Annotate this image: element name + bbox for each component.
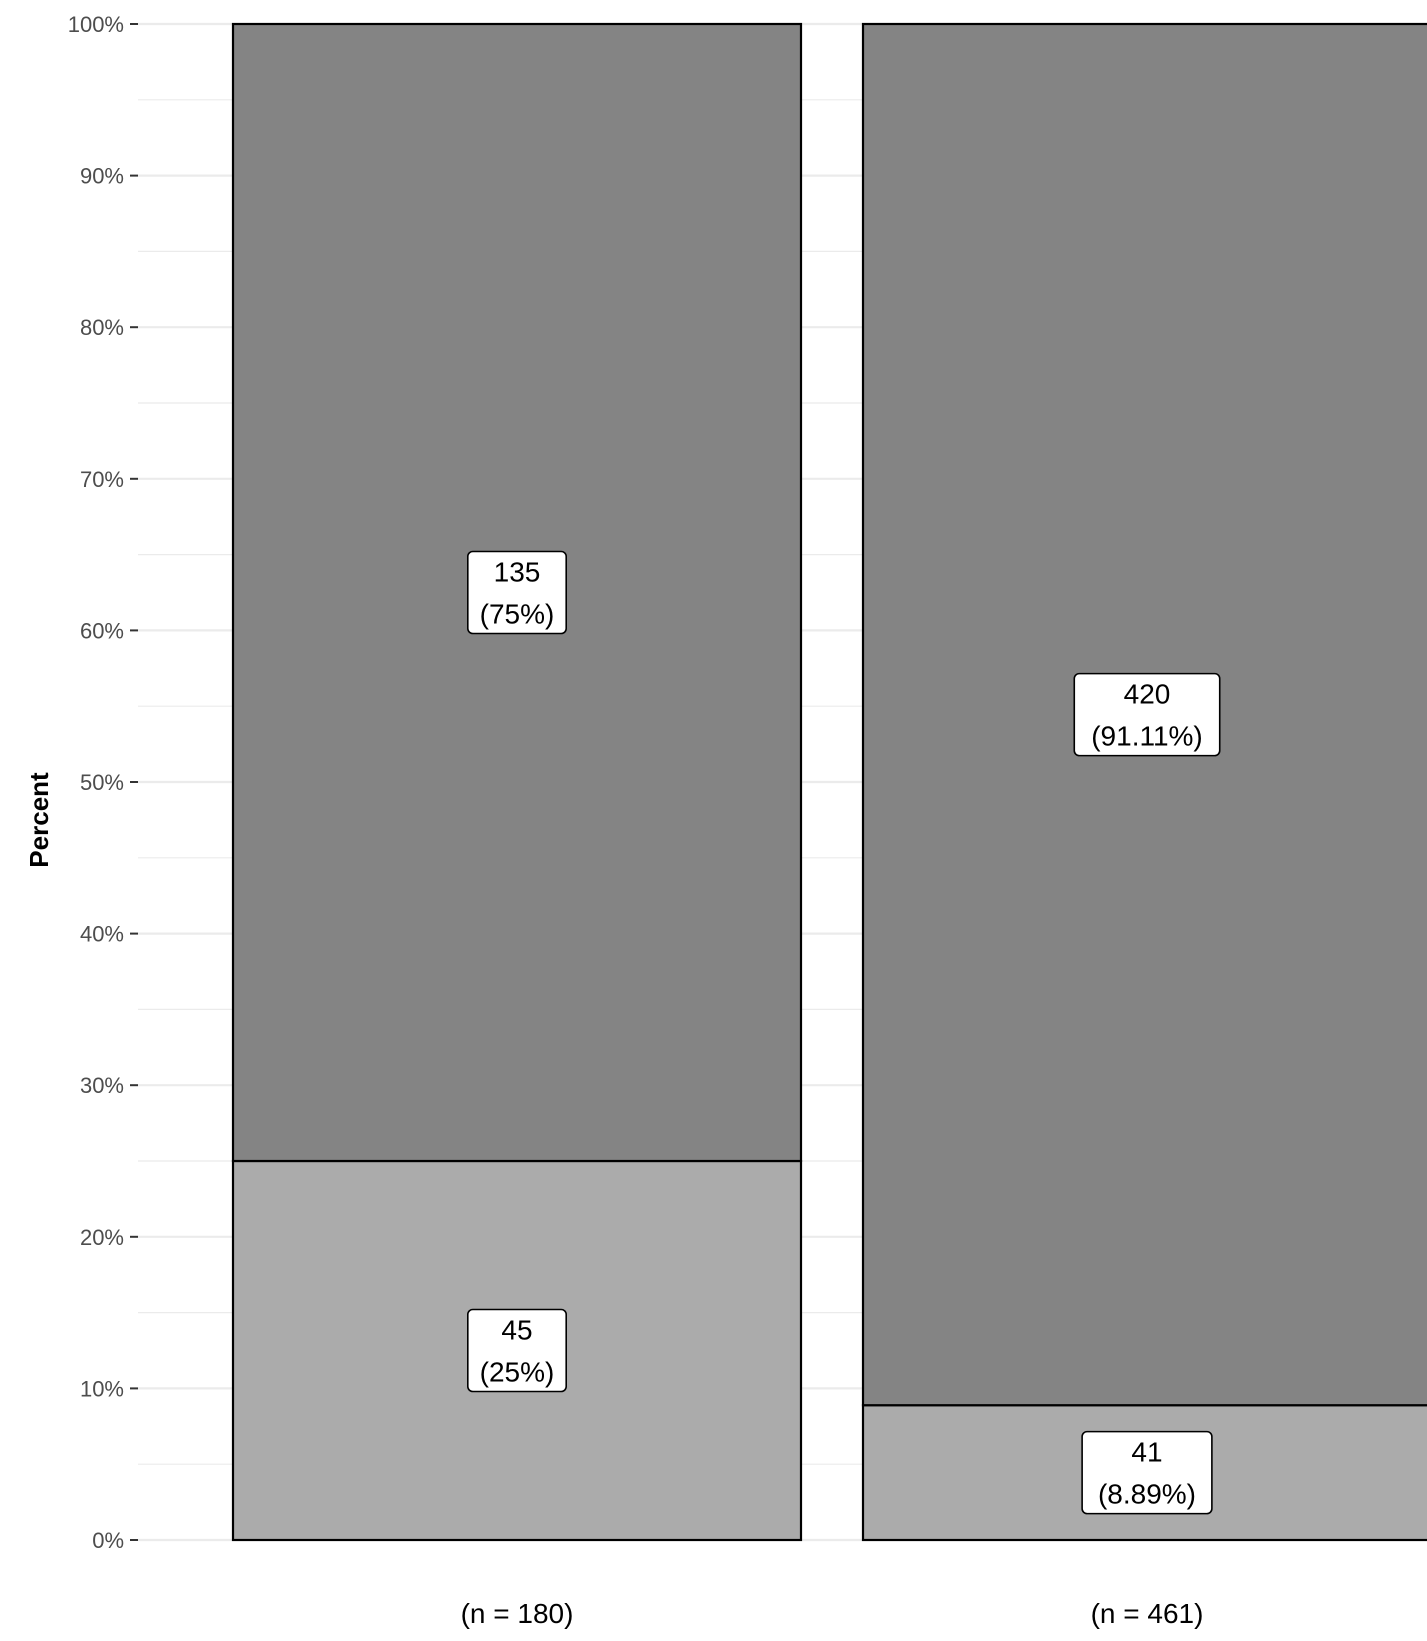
data-label: 420 (91.11%)	[1073, 672, 1221, 757]
y-axis: 0% 10% 20% 30% 40% 50% 60% 70% 80% 90% 100%	[68, 12, 138, 1553]
x-category-label: (n = 180)	[461, 1598, 574, 1629]
data-label-box	[466, 550, 567, 635]
y-tick-label: 50%	[80, 770, 124, 795]
data-label-count: 45	[501, 1315, 532, 1346]
y-tick-label: 10%	[80, 1376, 124, 1401]
y-axis-title: Percent	[24, 772, 54, 868]
y-tick-label: 80%	[80, 315, 124, 340]
y-tick-label: 100%	[68, 12, 124, 37]
x-axis: (n = 180) (n = 461)	[461, 1598, 1204, 1629]
y-tick-label: 40%	[80, 922, 124, 947]
data-label-count: 41	[1131, 1437, 1162, 1468]
y-tick-label: 20%	[80, 1225, 124, 1250]
y-tick-label: 60%	[80, 618, 124, 643]
data-labels: 45 (25%) 135 (75%) 41 (8.89%) 420 (91.11%)	[466, 550, 1221, 1515]
data-label: 45 (25%)	[466, 1308, 567, 1393]
y-tick-label: 0%	[92, 1528, 124, 1553]
data-label-percent: (91.11%)	[1091, 721, 1203, 752]
y-tick-label: 30%	[80, 1073, 124, 1098]
data-label-box	[1073, 672, 1221, 757]
y-tick-label: 90%	[80, 164, 124, 189]
data-label-percent: (25%)	[480, 1357, 555, 1388]
data-label-percent: (8.89%)	[1098, 1479, 1196, 1510]
x-category-label: (n = 461)	[1091, 1598, 1204, 1629]
y-tick-label: 70%	[80, 467, 124, 492]
data-label: 41 (8.89%)	[1081, 1430, 1213, 1515]
data-label-box	[1081, 1430, 1213, 1515]
data-label-count: 420	[1124, 679, 1171, 710]
data-label-percent: (75%)	[480, 599, 555, 630]
data-label-count: 135	[494, 557, 541, 588]
data-label-box	[466, 1308, 567, 1393]
data-label: 135 (75%)	[466, 550, 567, 635]
